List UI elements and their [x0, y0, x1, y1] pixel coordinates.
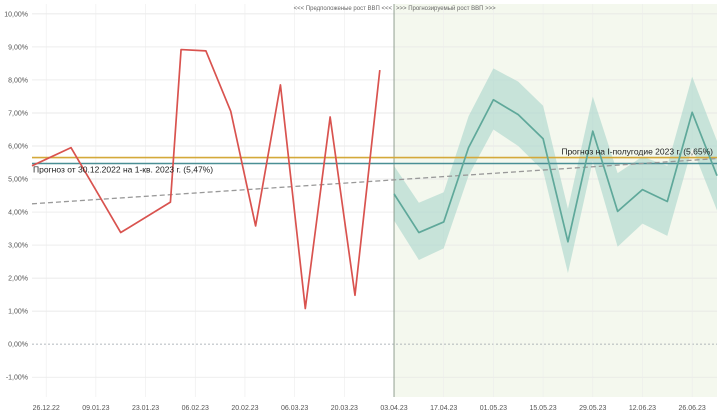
grid	[32, 4, 717, 397]
x-tick-label: 20.03.23	[331, 405, 358, 412]
forecast-confidence-band	[394, 68, 717, 274]
x-tick-label: 06.02.23	[182, 405, 209, 412]
x-tick-label: 12.06.23	[629, 405, 656, 412]
forecast-region-label: >>> Прогнозируемый рост ВВП >>>	[396, 5, 496, 12]
x-tick-label: 20.02.23	[231, 405, 258, 412]
x-tick-label: 26.12.22	[33, 405, 60, 412]
y-tick-label: 9,00%	[8, 44, 28, 51]
series	[31, 48, 718, 310]
actual-region-label: <<< Предположеные рост ВВП <<<	[294, 6, 393, 12]
y-axis-ticks: -1,00% 0,00% 1,00% 2,00% 3,00% 4,00% 5,00% 6,00…	[4, 11, 28, 381]
x-tick-label: 29.05.23	[579, 405, 606, 412]
x-tick-label: 23.01.23	[132, 405, 159, 412]
y-tick-label: 10,00%	[4, 11, 28, 18]
reference-line-label-q1: Прогноз от 30.12.2022 на 1-кв. 2023 г. (…	[33, 165, 213, 175]
y-tick-label: 2,00%	[8, 276, 28, 283]
y-tick-label: 4,00%	[8, 210, 28, 217]
actual-series-line	[31, 48, 381, 310]
y-tick-label: 0,00%	[8, 342, 28, 349]
y-tick-label: -1,00%	[6, 375, 28, 382]
x-axis-ticks: 26.12.22 09.01.23 23.01.23 06.02.23 20.02.23…	[33, 405, 706, 412]
x-tick-label: 26.06.23	[679, 405, 706, 412]
y-tick-label: 8,00%	[8, 77, 28, 84]
y-tick-label: 1,00%	[8, 309, 28, 316]
reference-line-label-h1: Прогноз на I-полугодие 2023 г. (5,65%)	[561, 147, 713, 157]
x-tick-label: 09.01.23	[82, 405, 109, 412]
y-tick-label: 6,00%	[8, 144, 28, 151]
x-tick-label: 03.04.23	[380, 405, 407, 412]
x-tick-label: 06.03.23	[281, 405, 308, 412]
forecast-series-line	[393, 98, 718, 243]
x-tick-label: 15.05.23	[529, 405, 556, 412]
x-tick-label: 01.05.23	[480, 405, 507, 412]
y-tick-label: 7,00%	[8, 110, 28, 117]
x-tick-label: 17.04.23	[430, 405, 457, 412]
y-tick-label: 3,00%	[8, 243, 28, 250]
y-tick-label: 5,00%	[8, 177, 28, 184]
